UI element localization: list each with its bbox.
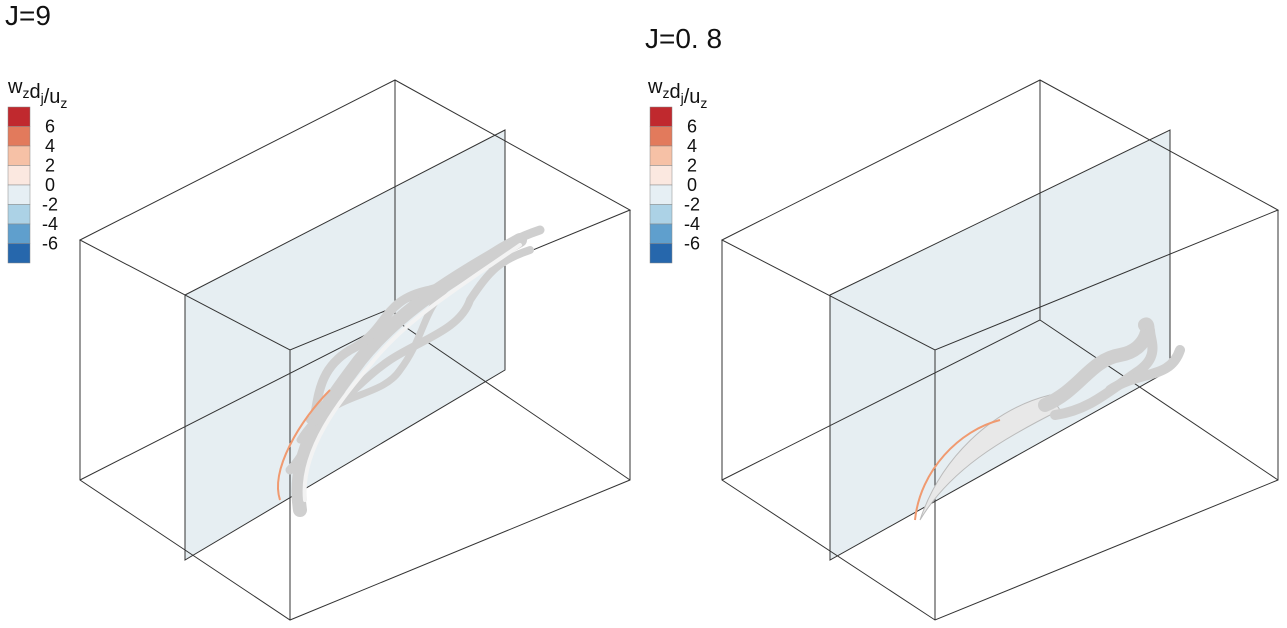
- legend-swatch: [650, 244, 672, 264]
- legend-swatch: [650, 224, 672, 244]
- legend-title-subscript: z: [662, 85, 669, 101]
- legend-title-subscript: z: [60, 95, 67, 111]
- legend-level: -6: [684, 234, 700, 254]
- panel-title: J=0. 8: [645, 23, 722, 54]
- legend-title-subscript: z: [22, 85, 29, 101]
- legend-level: 0: [45, 175, 55, 195]
- slice-plane: [830, 130, 1170, 560]
- legend-level: 6: [45, 117, 55, 137]
- legend-level: 0: [687, 175, 697, 195]
- legend-level: -6: [42, 234, 58, 254]
- legend-swatch: [650, 107, 672, 127]
- legend-title-subscript: z: [700, 95, 707, 111]
- legend-swatch: [8, 205, 30, 225]
- legend-level: -4: [684, 214, 700, 234]
- legend-swatch: [8, 185, 30, 205]
- legend-level: -2: [684, 195, 700, 215]
- legend-title-part: d: [669, 81, 680, 103]
- legend-level: 4: [45, 136, 55, 156]
- legend-swatch: [8, 107, 30, 127]
- legend-level: -4: [42, 214, 58, 234]
- legend-title-part: /u: [684, 86, 701, 108]
- panel-title: J=9: [5, 0, 51, 31]
- legend-swatch: [8, 166, 30, 186]
- legend-level: 6: [687, 117, 697, 137]
- legend-swatch: [650, 205, 672, 225]
- legend-swatch: [8, 244, 30, 264]
- legend-title-part: w: [7, 76, 23, 98]
- legend-title-part: /u: [44, 86, 61, 108]
- legend-level: 2: [45, 156, 55, 176]
- legend-title: wzdj/uz: [647, 76, 707, 111]
- legend-swatch: [8, 224, 30, 244]
- legend-swatch: [8, 146, 30, 166]
- legend-level: -2: [42, 195, 58, 215]
- legend-level: 4: [687, 136, 697, 156]
- figure: J=9wzdj/uz6420-2-4-6 J=0. 8wzdj/uz6420-2…: [0, 0, 1287, 628]
- legend-swatch: [650, 166, 672, 186]
- legend-title: wzdj/uz: [7, 76, 67, 111]
- legend-level: 2: [687, 156, 697, 176]
- legend-swatch: [650, 185, 672, 205]
- legend-title-part: w: [647, 76, 663, 98]
- legend-swatch: [8, 127, 30, 147]
- legend-title-part: d: [29, 81, 40, 103]
- legend-swatch: [650, 146, 672, 166]
- legend-swatch: [650, 127, 672, 147]
